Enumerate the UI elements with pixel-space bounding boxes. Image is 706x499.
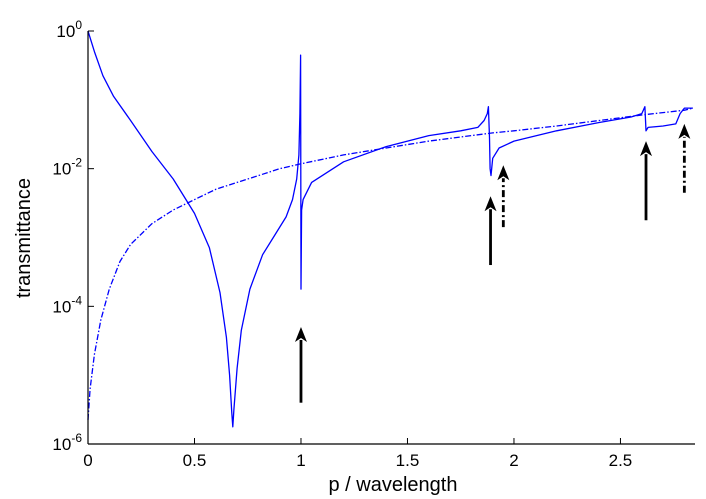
x-tick-label-1: 0.5	[183, 451, 207, 470]
y-tick-label-0: 100	[56, 18, 82, 41]
series-line-solid	[87, 30, 693, 428]
y-tick-label-1: 10-2	[52, 156, 82, 179]
x-tick-label-4: 2	[509, 451, 518, 470]
chart-marks	[87, 30, 694, 428]
arrow-head-1	[484, 196, 497, 212]
y-axis-label: transmittance	[13, 178, 35, 298]
arrow-head-0	[294, 326, 307, 342]
y-tick-label-3: 10-6	[52, 431, 82, 454]
x-axis-label: p / wavelength	[329, 474, 458, 496]
x-tick-label-2: 1	[296, 451, 305, 470]
x-tick-label-3: 1.5	[396, 451, 420, 470]
arrow-head-4	[678, 123, 691, 139]
x-tick-label-5: 2.5	[609, 451, 633, 470]
chart-ticks: 0 0.5 1 1.5 2 2.5 100 10-2 10-4 10-6	[52, 18, 632, 470]
chart-axes	[87, 31, 695, 445]
x-tick-label-0: 0	[83, 451, 92, 470]
arrow-head-2	[497, 165, 510, 181]
series-line-dash-dot	[87, 107, 694, 420]
arrow-head-3	[640, 141, 653, 157]
y-tick-label-2: 10-4	[52, 293, 82, 316]
